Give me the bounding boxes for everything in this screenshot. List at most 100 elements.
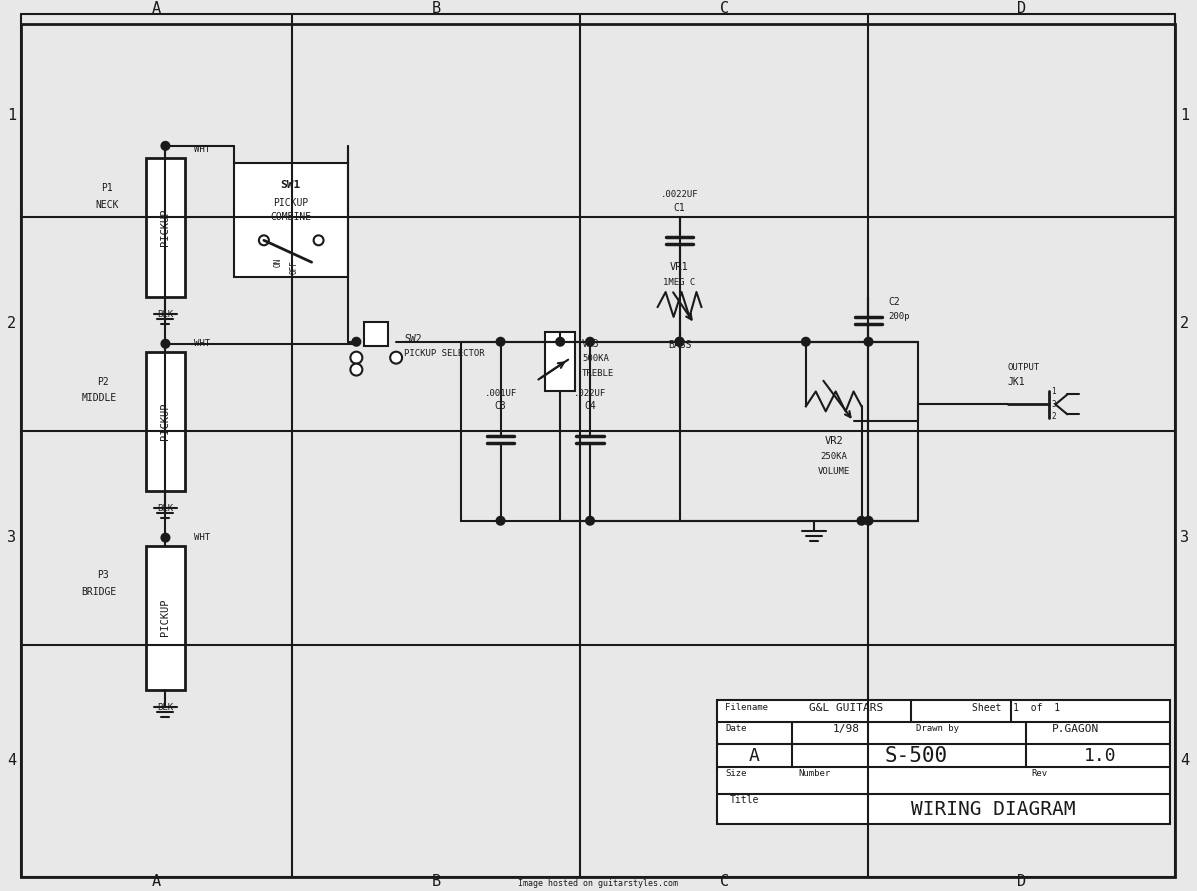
Text: A: A: [152, 1, 162, 16]
Text: SW2: SW2: [405, 334, 421, 344]
Text: Rev: Rev: [1032, 769, 1047, 778]
Circle shape: [497, 517, 504, 525]
Text: Size: Size: [725, 769, 747, 778]
Text: C4: C4: [584, 401, 596, 412]
Text: 3: 3: [7, 530, 16, 545]
Text: PICKUP: PICKUP: [160, 208, 170, 246]
Text: 200p: 200p: [888, 313, 910, 322]
Circle shape: [675, 338, 683, 346]
Bar: [461, 342, 918, 520]
Circle shape: [557, 338, 564, 346]
Text: Number: Number: [798, 769, 831, 778]
Text: B: B: [431, 874, 440, 889]
Text: COMBINE: COMBINE: [271, 212, 311, 223]
Bar: [364, 322, 388, 346]
Text: Date: Date: [725, 724, 747, 733]
Text: WHT: WHT: [194, 145, 211, 154]
Text: VR1: VR1: [670, 262, 689, 272]
Text: VOLUME: VOLUME: [818, 467, 850, 476]
Text: Sheet  1  of  1: Sheet 1 of 1: [972, 703, 1059, 713]
Text: C3: C3: [494, 401, 506, 412]
Text: 1/98: 1/98: [833, 723, 861, 733]
Text: WHT: WHT: [194, 533, 211, 542]
Text: P3: P3: [97, 570, 109, 580]
Circle shape: [352, 338, 360, 346]
Text: P2: P2: [97, 377, 109, 387]
Text: JK1: JK1: [1008, 377, 1026, 387]
Text: BRIDGE: BRIDGE: [81, 587, 116, 597]
Circle shape: [587, 517, 594, 525]
Circle shape: [314, 235, 323, 245]
Text: P1: P1: [101, 183, 113, 192]
Circle shape: [864, 338, 873, 346]
Bar: [146, 352, 186, 491]
Text: 2: 2: [1051, 412, 1056, 421]
Circle shape: [259, 235, 269, 245]
Bar: [146, 158, 186, 297]
Circle shape: [351, 364, 363, 375]
Text: WHT: WHT: [194, 339, 211, 348]
Circle shape: [162, 534, 170, 542]
Text: 4: 4: [7, 753, 16, 768]
Text: 1.0: 1.0: [1083, 748, 1117, 765]
Text: TREBLE: TREBLE: [582, 369, 614, 378]
Circle shape: [351, 352, 363, 364]
Text: 4: 4: [1180, 753, 1190, 768]
Text: D: D: [1017, 1, 1026, 16]
Text: OFF: OFF: [290, 260, 298, 274]
Text: VR2: VR2: [825, 437, 843, 446]
Text: C2: C2: [888, 297, 900, 307]
Text: C1: C1: [674, 202, 686, 212]
Text: NECK: NECK: [95, 200, 119, 209]
Text: PICKUP: PICKUP: [160, 599, 170, 636]
Bar: [546, 331, 575, 391]
Bar: [146, 545, 186, 690]
Text: .022UF: .022UF: [573, 389, 606, 398]
Circle shape: [802, 338, 810, 346]
Circle shape: [587, 338, 594, 346]
Text: .001UF: .001UF: [485, 389, 517, 398]
Text: Drawn by: Drawn by: [916, 724, 959, 733]
Circle shape: [390, 352, 402, 364]
Text: 1: 1: [1180, 108, 1190, 123]
Text: WIRING DIAGRAM: WIRING DIAGRAM: [911, 799, 1075, 819]
Circle shape: [162, 142, 170, 150]
Text: A: A: [152, 874, 162, 889]
Text: 3: 3: [1051, 400, 1056, 409]
Circle shape: [864, 517, 873, 525]
Bar: [235, 163, 348, 277]
Circle shape: [162, 339, 170, 347]
Text: 2: 2: [7, 316, 16, 331]
Text: ON: ON: [273, 257, 282, 266]
Text: VR3: VR3: [582, 339, 600, 348]
Text: PICKUP: PICKUP: [160, 403, 170, 440]
Bar: [717, 699, 1169, 824]
Text: SW1: SW1: [280, 180, 300, 190]
Text: 3: 3: [1180, 530, 1190, 545]
Text: 500KA: 500KA: [582, 354, 609, 364]
Text: S-500: S-500: [885, 747, 948, 766]
Text: BLK: BLK: [157, 310, 174, 319]
Text: PICKUP SELECTOR: PICKUP SELECTOR: [405, 349, 485, 358]
Text: Filename: Filename: [725, 703, 768, 712]
Text: 1: 1: [1051, 387, 1056, 396]
Circle shape: [857, 517, 865, 525]
Text: Image hosted on guitarstyles.com: Image hosted on guitarstyles.com: [518, 879, 678, 888]
Text: C: C: [719, 1, 729, 16]
Text: A: A: [748, 748, 760, 765]
Text: Title: Title: [729, 795, 759, 805]
Text: OUTPUT: OUTPUT: [1008, 364, 1040, 372]
Text: 250KA: 250KA: [820, 452, 847, 461]
Text: .0022UF: .0022UF: [661, 190, 698, 199]
Text: B: B: [431, 1, 440, 16]
Text: C: C: [719, 874, 729, 889]
Text: BASS: BASS: [668, 339, 692, 350]
Circle shape: [497, 338, 504, 346]
Text: PICKUP: PICKUP: [273, 198, 309, 208]
Text: P.GAGON: P.GAGON: [1052, 723, 1099, 733]
Text: 1MEG C: 1MEG C: [663, 278, 695, 287]
Text: BLK: BLK: [157, 703, 174, 712]
Text: BLK: BLK: [157, 504, 174, 513]
Text: D: D: [1017, 874, 1026, 889]
Text: MIDDLE: MIDDLE: [81, 394, 116, 404]
